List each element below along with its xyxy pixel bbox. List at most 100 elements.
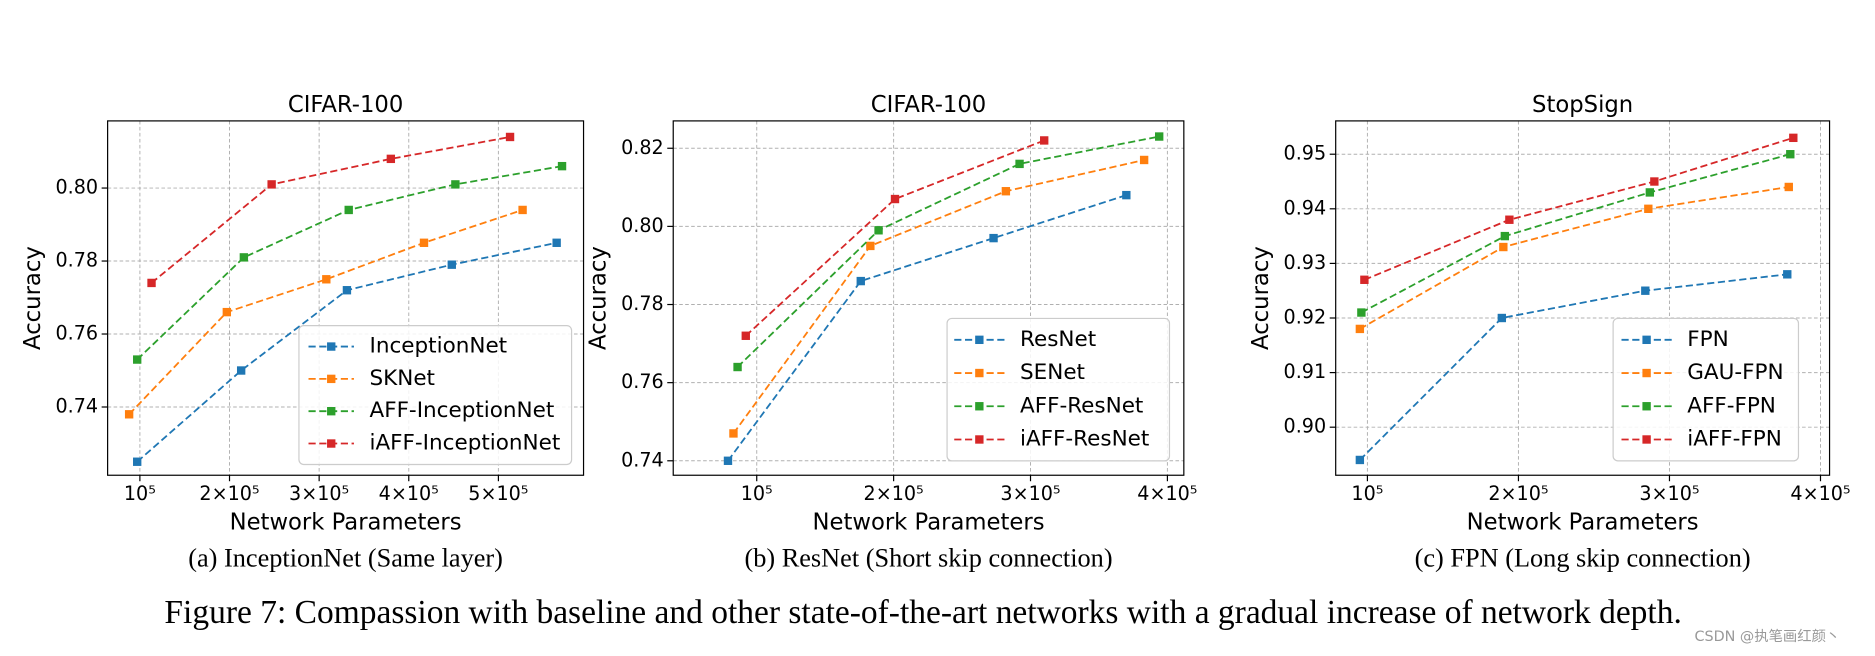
- y-axis-label: Accuracy: [20, 246, 46, 350]
- legend-label: iAFF-FPN: [1687, 426, 1782, 451]
- legend-marker: [327, 374, 336, 384]
- series-line: [1360, 153, 1791, 314]
- series-line: [1359, 186, 1789, 330]
- legend-marker: [975, 335, 984, 345]
- marker: [147, 278, 156, 288]
- watermark: CSDN @执笔画红颜丶: [1694, 628, 1840, 645]
- legend-marker: [975, 435, 984, 444]
- marker: [1040, 136, 1049, 145]
- legend-label: AFF-InceptionNet: [369, 398, 554, 423]
- legend-box: [946, 317, 1171, 462]
- x-axis-label: Network Parameters: [230, 510, 462, 536]
- marker: [447, 260, 456, 269]
- legend-marker: [1642, 335, 1651, 345]
- x-tick-label: 10⁵: [741, 482, 773, 505]
- marker: [222, 307, 232, 317]
- legend-label: AFF-ResNet: [1020, 393, 1143, 418]
- x-axis-label: Network Parameters: [813, 510, 1045, 536]
- marker: [1355, 324, 1365, 334]
- legend-label: SENet: [1020, 360, 1085, 385]
- marker: [239, 253, 249, 262]
- series-line: [732, 159, 1145, 434]
- series-line: [1364, 136, 1794, 281]
- y-tick-label: 0.80: [621, 214, 664, 237]
- marker: [133, 457, 142, 466]
- subplot-caption: (c) FPN (Long skip connection): [1415, 543, 1751, 572]
- x-tick-label: 10⁵: [1351, 482, 1383, 505]
- legend-label: SKNet: [369, 366, 435, 391]
- x-tick-label: 10⁵: [124, 482, 156, 505]
- y-tick-label: 0.82: [621, 136, 664, 159]
- marker: [518, 205, 527, 215]
- y-tick-label: 0.76: [621, 370, 664, 393]
- marker: [1001, 187, 1011, 196]
- legend-label: InceptionNet: [369, 334, 507, 359]
- chart-title: StopSign: [1532, 92, 1633, 118]
- marker: [451, 180, 460, 189]
- marker: [1497, 313, 1507, 323]
- x-axis-label: Network Parameters: [1467, 510, 1699, 536]
- marker: [505, 132, 515, 142]
- x-tick-label: 2×10⁵: [864, 482, 924, 505]
- y-tick-label: 0.76: [55, 322, 98, 345]
- marker: [342, 286, 352, 295]
- marker: [133, 355, 142, 364]
- marker: [1122, 190, 1131, 200]
- marker: [322, 275, 331, 284]
- marker: [1644, 204, 1653, 213]
- marker: [386, 154, 396, 164]
- legend-marker: [975, 368, 984, 378]
- subplot-caption: (a) InceptionNet (Same layer): [188, 543, 503, 572]
- marker: [344, 205, 353, 215]
- marker: [124, 410, 134, 419]
- y-tick-label: 0.80: [55, 176, 98, 199]
- marker: [1360, 275, 1369, 284]
- x-tick-label: 2×10⁵: [1488, 482, 1548, 505]
- series-line: [1359, 273, 1788, 461]
- y-tick-label: 0.93: [1284, 251, 1327, 274]
- y-tick-label: 0.90: [1284, 415, 1327, 438]
- marker: [1789, 133, 1798, 143]
- y-tick-label: 0.94: [1284, 196, 1327, 219]
- series-line: [150, 136, 511, 284]
- y-tick-label: 0.91: [1284, 360, 1327, 383]
- marker: [1786, 150, 1795, 159]
- marker: [1500, 231, 1510, 241]
- legend-box: [298, 325, 573, 466]
- marker: [1641, 286, 1650, 295]
- y-tick-label: 0.74: [55, 394, 98, 417]
- legend-marker: [1642, 368, 1651, 378]
- y-tick-label: 0.95: [1284, 142, 1327, 165]
- marker: [723, 456, 733, 465]
- figure-caption: Figure 7: Compassion with baseline and o…: [164, 594, 1681, 631]
- legend-label: AFF-FPN: [1687, 393, 1776, 418]
- y-axis-label: Accuracy: [1248, 246, 1274, 350]
- x-tick-label: 5×10⁵: [468, 482, 528, 505]
- marker: [419, 238, 429, 247]
- marker: [866, 241, 875, 251]
- marker: [1645, 188, 1655, 197]
- marker: [1355, 455, 1365, 465]
- legend-marker: [327, 407, 336, 416]
- marker: [1784, 182, 1793, 192]
- marker: [874, 226, 883, 235]
- marker: [552, 238, 561, 247]
- marker: [1155, 132, 1164, 141]
- legend-label: ResNet: [1020, 327, 1096, 352]
- y-tick-label: 0.74: [621, 448, 664, 471]
- chart-title: CIFAR-100: [871, 92, 986, 118]
- series-line: [727, 194, 1127, 462]
- series-line: [736, 135, 1160, 368]
- marker: [1357, 308, 1366, 317]
- marker: [733, 362, 742, 372]
- marker: [1139, 155, 1149, 165]
- x-tick-label: 4×10⁵: [1790, 482, 1850, 505]
- marker: [1505, 215, 1514, 224]
- marker: [1015, 159, 1024, 169]
- x-tick-label: 4×10⁵: [1137, 482, 1197, 505]
- x-tick-label: 3×10⁵: [289, 482, 349, 505]
- y-tick-label: 0.78: [55, 249, 98, 272]
- marker: [729, 429, 738, 438]
- x-tick-label: 3×10⁵: [1000, 482, 1060, 505]
